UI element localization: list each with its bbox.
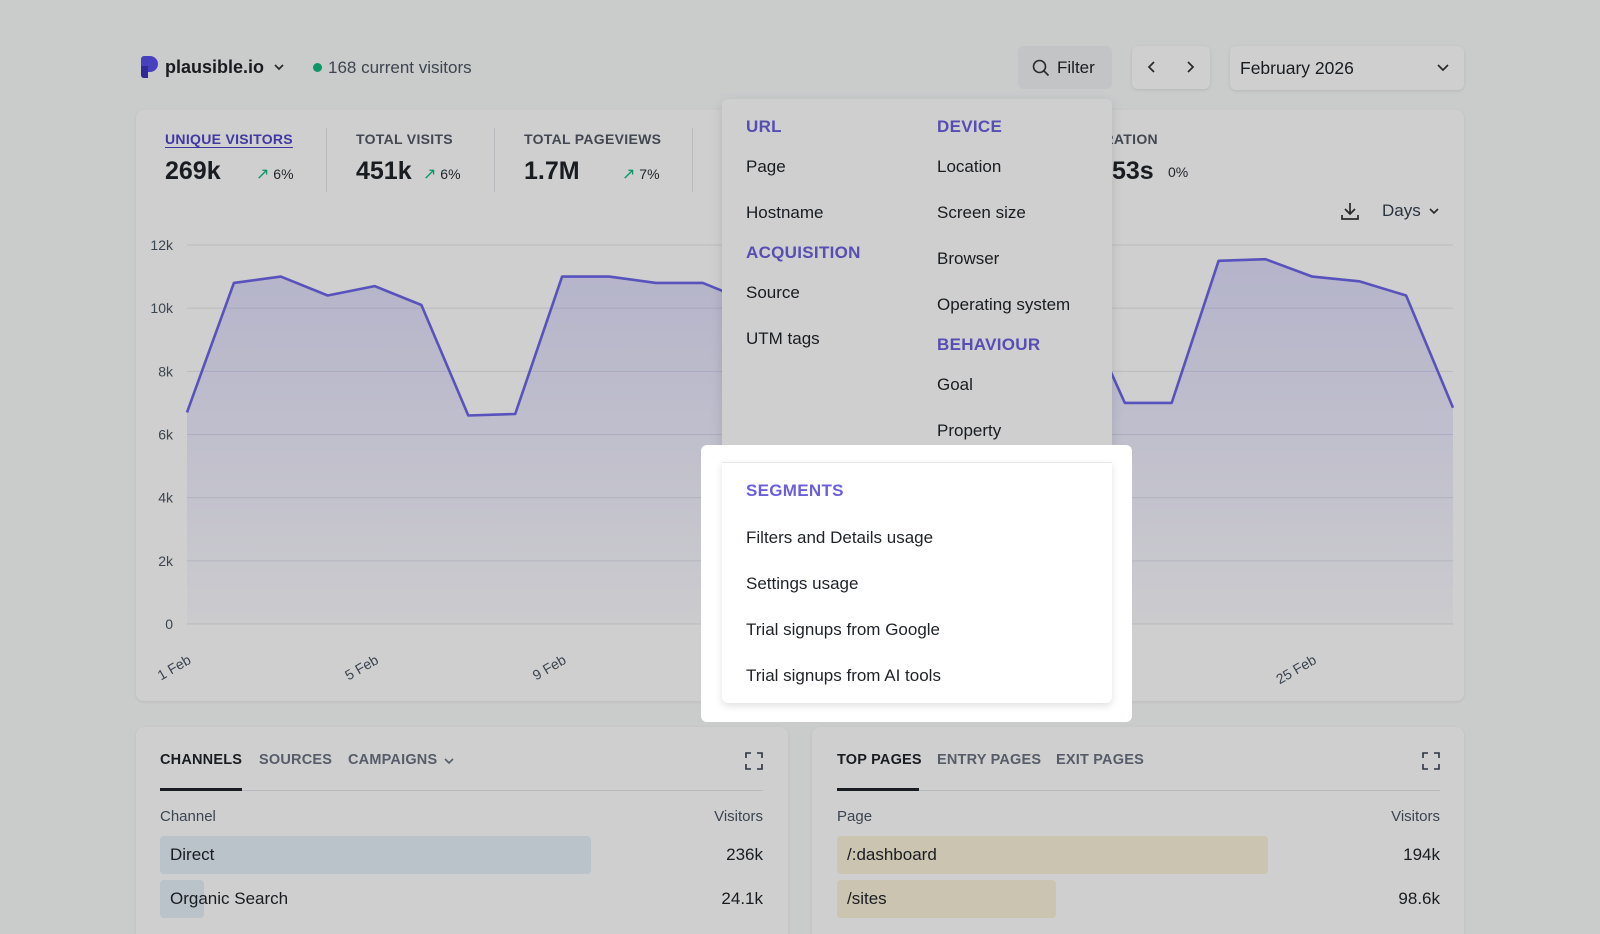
site-name[interactable]: plausible.io: [165, 57, 264, 78]
menu-item[interactable]: Location: [937, 157, 1001, 177]
menu-item[interactable]: Goal: [937, 375, 973, 395]
row-label[interactable]: Direct: [170, 845, 214, 865]
tabs-rule: [160, 790, 763, 791]
row-label[interactable]: Organic Search: [170, 889, 288, 909]
period-chevron: [1436, 63, 1450, 73]
row-value: 98.6k: [1340, 889, 1440, 909]
menu-item[interactable]: Hostname: [746, 203, 823, 223]
y-tick-label: 8k: [158, 363, 174, 379]
y-tick-label: 6k: [158, 427, 174, 443]
menu-group-title: BEHAVIOUR: [937, 335, 1040, 355]
x-tick-label: 25 Feb: [1273, 651, 1319, 687]
tabs-rule: [837, 790, 1440, 791]
tab[interactable]: CHANNELS: [160, 752, 242, 768]
search-icon: [1032, 59, 1050, 77]
row-value: 194k: [1340, 845, 1440, 865]
filter-menu: URL Page Hostname ACQUISITION Source UTM tags…: [722, 99, 1112, 465]
column-header: Visitors: [663, 808, 763, 825]
filter-label: Filter: [1057, 58, 1095, 78]
menu-group-title: ACQUISITION: [746, 243, 861, 263]
tab[interactable]: EXIT PAGES: [1056, 752, 1144, 768]
menu-group-title: URL: [746, 117, 782, 137]
column-header: Page: [837, 808, 872, 825]
x-tick-label: 9 Feb: [530, 651, 569, 683]
live-dot: [313, 63, 322, 72]
menu-item[interactable]: Operating system: [937, 295, 1070, 315]
tab[interactable]: SOURCES: [259, 752, 332, 768]
x-tick-label: 1 Feb: [154, 651, 193, 683]
menu-item[interactable]: Property: [937, 421, 1001, 441]
tab[interactable]: TOP PAGES: [837, 752, 922, 768]
row-value: 236k: [663, 845, 763, 865]
tab[interactable]: CAMPAIGNS: [348, 752, 437, 768]
y-tick-label: 10k: [150, 300, 174, 316]
segment-item[interactable]: Settings usage: [746, 574, 858, 594]
active-tab-underline: [160, 788, 242, 791]
segments-menu: SEGMENTS Filters and Details usage Setting…: [722, 462, 1112, 703]
period-label: February 2026: [1240, 58, 1354, 79]
y-tick-label: 12k: [150, 237, 174, 253]
site-chevron[interactable]: [273, 62, 285, 72]
y-tick-label: 2k: [158, 553, 174, 569]
segment-item[interactable]: Trial signups from Google: [746, 620, 940, 640]
menu-item[interactable]: Page: [746, 157, 786, 177]
period-picker[interactable]: February 2026: [1230, 46, 1464, 90]
segment-item[interactable]: Trial signups from AI tools: [746, 666, 941, 686]
current-visitors[interactable]: 168 current visitors: [328, 58, 472, 78]
menu-item[interactable]: Browser: [937, 249, 999, 269]
active-tab-underline: [837, 788, 919, 791]
x-tick-label: 5 Feb: [342, 651, 381, 683]
row-label[interactable]: /:dashboard: [847, 845, 937, 865]
menu-item[interactable]: UTM tags: [746, 329, 820, 349]
expand-icon[interactable]: [745, 752, 763, 770]
expand-icon[interactable]: [1422, 752, 1440, 770]
segment-item[interactable]: Filters and Details usage: [746, 528, 933, 548]
prev-period[interactable]: [1145, 60, 1159, 74]
filter-button[interactable]: Filter: [1018, 46, 1112, 89]
next-period[interactable]: [1183, 60, 1197, 74]
logo: [141, 56, 158, 78]
column-header: Channel: [160, 808, 216, 825]
tab[interactable]: ENTRY PAGES: [937, 752, 1041, 768]
row-label[interactable]: /sites: [847, 889, 887, 909]
row-bar: [160, 836, 591, 874]
menu-item[interactable]: Source: [746, 283, 800, 303]
menu-item[interactable]: Screen size: [937, 203, 1026, 223]
column-header: Visitors: [1340, 808, 1440, 825]
y-tick-label: 4k: [158, 490, 174, 506]
row-value: 24.1k: [663, 889, 763, 909]
menu-group-title: DEVICE: [937, 117, 1002, 137]
y-tick-label: 0: [165, 616, 173, 632]
tab-chevron[interactable]: [443, 756, 455, 766]
menu-group-title: SEGMENTS: [746, 481, 844, 501]
period-nav: [1132, 46, 1210, 89]
